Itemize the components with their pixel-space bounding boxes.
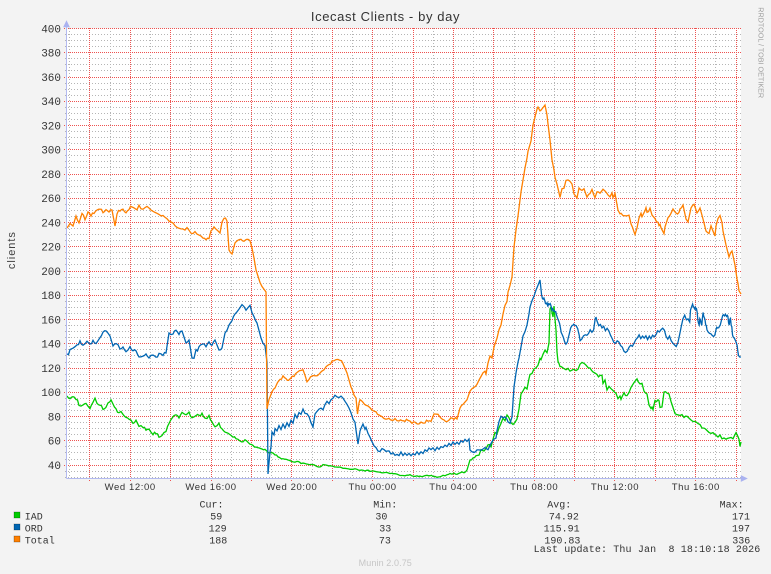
svg-text:Max:: Max:	[720, 501, 744, 512]
svg-text:60: 60	[48, 437, 61, 449]
svg-text:Wed 16:00: Wed 16:00	[185, 482, 236, 493]
svg-text:Avg:: Avg:	[547, 501, 571, 512]
svg-text:Wed 12:00: Wed 12:00	[105, 482, 156, 493]
svg-text:clients: clients	[6, 231, 18, 269]
svg-text:Thu 08:00: Thu 08:00	[510, 482, 558, 493]
svg-text:197: 197	[732, 525, 750, 536]
svg-text:220: 220	[41, 243, 61, 255]
svg-text:300: 300	[41, 146, 61, 158]
svg-text:Wed 20:00: Wed 20:00	[266, 482, 317, 493]
svg-text:380: 380	[41, 49, 61, 61]
svg-text:Cur:: Cur:	[200, 501, 224, 512]
svg-text:IAD: IAD	[25, 513, 43, 524]
svg-text:140: 140	[41, 340, 61, 352]
svg-text:Thu 16:00: Thu 16:00	[672, 482, 720, 493]
svg-text:280: 280	[41, 170, 61, 182]
svg-text:RRDTOOL / TOBI OETIKER: RRDTOOL / TOBI OETIKER	[757, 7, 766, 98]
svg-text:80: 80	[48, 412, 61, 424]
svg-text:171: 171	[732, 513, 750, 524]
svg-text:188: 188	[209, 537, 227, 548]
svg-text:400: 400	[41, 24, 61, 36]
svg-text:33: 33	[379, 525, 391, 536]
svg-text:Icecast Clients - by day: Icecast Clients - by day	[311, 9, 460, 24]
svg-text:129: 129	[209, 525, 227, 536]
svg-text:340: 340	[41, 97, 61, 109]
svg-text:ORD: ORD	[25, 525, 43, 536]
svg-text:74.92: 74.92	[549, 513, 579, 524]
svg-text:73: 73	[379, 537, 391, 548]
svg-text:Thu 04:00: Thu 04:00	[429, 482, 477, 493]
svg-text:320: 320	[41, 121, 61, 133]
svg-text:160: 160	[41, 315, 61, 327]
svg-text:Thu 00:00: Thu 00:00	[349, 482, 397, 493]
svg-text:360: 360	[41, 73, 61, 85]
svg-text:Thu 12:00: Thu 12:00	[591, 482, 639, 493]
svg-text:190.83: 190.83	[544, 537, 580, 548]
svg-text:Total: Total	[25, 536, 55, 548]
svg-text:Min:: Min:	[373, 500, 397, 512]
svg-text:40: 40	[48, 461, 61, 473]
svg-text:240: 240	[41, 218, 61, 230]
svg-text:59: 59	[210, 513, 222, 524]
svg-text:Last update: Thu Jan 8 18:10:: Last update: Thu Jan 8 18:10:18 2026	[534, 544, 761, 556]
svg-text:30: 30	[375, 513, 387, 524]
svg-text:120: 120	[41, 364, 61, 376]
svg-text:Munin 2.0.75: Munin 2.0.75	[359, 558, 412, 568]
svg-text:260: 260	[41, 194, 61, 206]
svg-text:115.91: 115.91	[544, 525, 580, 536]
svg-text:200: 200	[41, 267, 61, 279]
svg-text:180: 180	[41, 291, 61, 303]
svg-text:336: 336	[732, 537, 750, 548]
svg-text:100: 100	[41, 388, 61, 400]
